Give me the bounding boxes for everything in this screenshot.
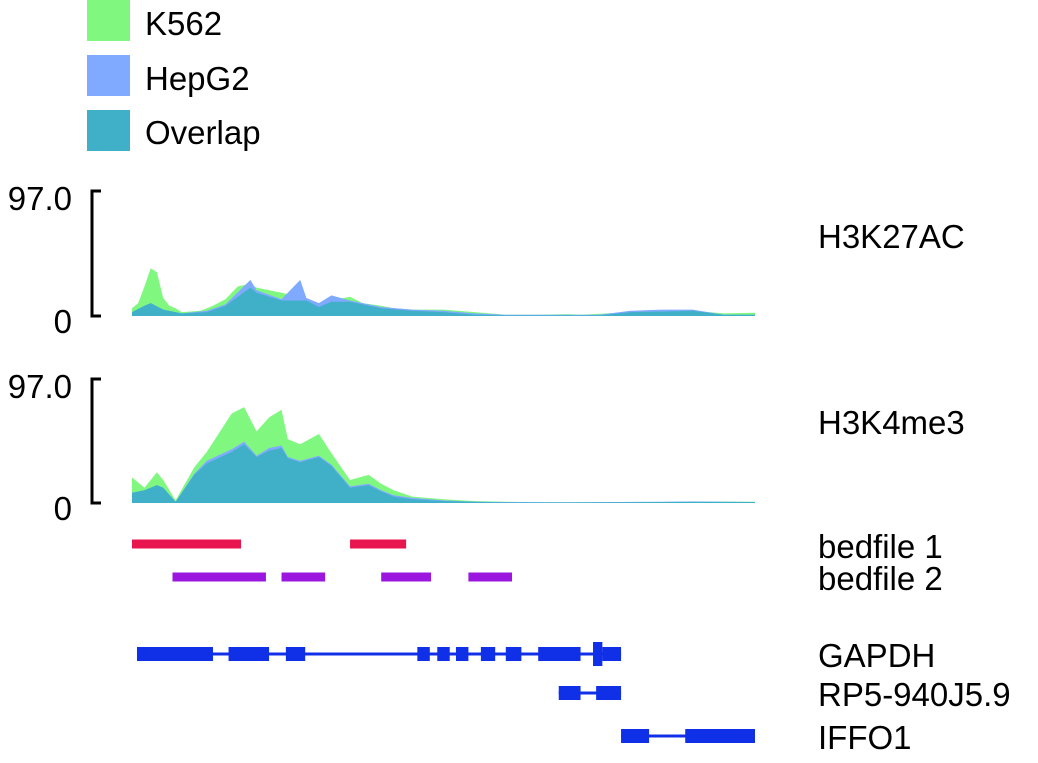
gene-exon [593, 642, 603, 666]
area-h3k27ac-overlap [132, 287, 755, 316]
legend-label-overlap: Overlap [145, 114, 261, 151]
legend-label-hepg2: HepG2 [145, 60, 250, 97]
bed2-interval [172, 572, 266, 582]
track-h3k4me3: 97.0 0 H3K4me3 [8, 368, 965, 527]
bed-label-2: bedfile 2 [818, 560, 943, 597]
bed-tracks [132, 539, 513, 582]
gene-exon [480, 647, 496, 661]
legend-swatch-k562 [87, 0, 130, 41]
bed2-interval [281, 572, 326, 582]
gene-exon [596, 686, 622, 700]
legend-label-k562: K562 [145, 5, 222, 42]
y-min-label-h3k4me3: 0 [54, 490, 72, 527]
gene-exon [621, 729, 650, 743]
gene-exon [136, 647, 213, 661]
bed1-interval [132, 539, 242, 549]
bed-label-1: bedfile 1 [818, 528, 943, 565]
gene-label-iffo1: IFFO1 [818, 719, 912, 756]
y-min-label-h3k27ac: 0 [54, 303, 72, 340]
gene-exon [437, 647, 450, 661]
gene-exon [558, 686, 581, 700]
y-max-label-h3k27ac: 97.0 [8, 180, 72, 217]
gene-exon [685, 729, 755, 743]
area-h3k4me3-overlap [132, 444, 755, 503]
gene-exon [602, 647, 622, 661]
gene-exon [455, 647, 469, 661]
legend-swatch-hepg2 [87, 55, 130, 96]
bed2-interval [381, 572, 432, 582]
bed2-interval [468, 572, 513, 582]
gene-exon [538, 647, 581, 661]
gene-exon [285, 647, 306, 661]
bed1-interval [350, 539, 407, 549]
gene-label-gapdh: GAPDH [818, 637, 935, 674]
gene-tracks [136, 642, 755, 743]
track-label-h3k27ac: H3K27AC [818, 218, 965, 255]
y-max-label-h3k4me3: 97.0 [8, 368, 72, 405]
legend-swatch-overlap [87, 110, 130, 151]
track-label-h3k4me3: H3K4me3 [818, 404, 965, 441]
gene-exon [417, 647, 430, 661]
y-scale-bracket-h3k4me3 [90, 377, 101, 505]
gene-exon [505, 647, 522, 661]
gene-label-rp5-940j5-9: RP5-940J5.9 [818, 676, 1011, 713]
legend: K562 HepG2 Overlap [87, 0, 261, 151]
track-h3k27ac: 97.0 0 H3K27AC [8, 180, 965, 340]
gene-exon [228, 647, 270, 661]
y-scale-bracket-h3k27ac [90, 189, 101, 318]
